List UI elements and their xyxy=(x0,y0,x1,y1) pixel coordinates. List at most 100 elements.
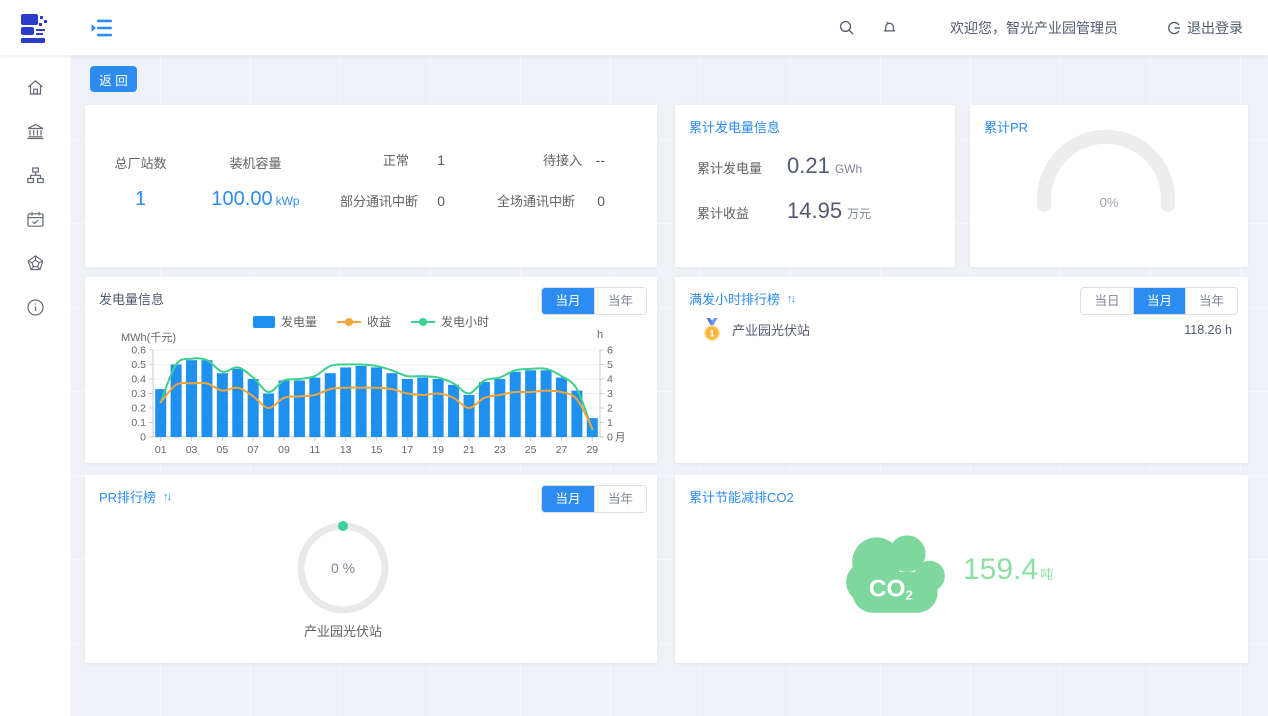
co2-title: 累计节能减排CO2 xyxy=(689,490,794,505)
svg-text:0.5: 0.5 xyxy=(131,359,146,371)
ranking-list-item[interactable]: 1 产业园光伏站 118.26 h xyxy=(701,317,1232,342)
cumulative-pr-title: 累计PR xyxy=(984,120,1029,135)
cumulative-pr-card: 累计PR 0% xyxy=(970,105,1248,267)
sort-icon[interactable]: ↑↓ xyxy=(163,490,172,503)
back-button[interactable]: 返 回 xyxy=(90,66,137,92)
co2-amount: 159.4 xyxy=(963,553,1039,586)
sort-icon[interactable]: ↑↓ xyxy=(787,292,796,305)
tab-current-month[interactable]: 当月 xyxy=(1133,288,1185,314)
normal-value: 1 xyxy=(437,152,445,168)
full-hours-title-text: 满发小时排行榜 xyxy=(689,292,781,307)
svg-text:07: 07 xyxy=(247,444,259,456)
legend-hours[interactable]: 发电小时 xyxy=(411,313,489,330)
radar-icon xyxy=(27,254,43,270)
pr-donut xyxy=(283,508,403,628)
svg-text:11: 11 xyxy=(309,444,320,456)
left-axis-name: MWh(千元) xyxy=(121,332,176,344)
partial-comm-label: 部分通讯中断 xyxy=(340,194,419,209)
svg-text:13: 13 xyxy=(340,444,352,456)
tab-current-year[interactable]: 当年 xyxy=(1185,288,1237,314)
svg-text:09: 09 xyxy=(278,444,290,456)
sidebar-item-analysis[interactable] xyxy=(0,241,70,285)
full-comm-stat: 全场通讯中断 0 xyxy=(497,191,605,210)
svg-text:0.2: 0.2 xyxy=(131,403,146,415)
sidebar-item-reports[interactable] xyxy=(0,197,70,241)
welcome-text: 欢迎您，智光产业园管理员 xyxy=(950,19,1118,36)
normal-label: 正常 xyxy=(383,153,410,168)
gen-label: 累计发电量 xyxy=(697,161,763,176)
sidebar-collapse-icon[interactable] xyxy=(90,18,114,38)
main-content: 返 回 总厂站数 1 装机容量 100.00 kWp 正常 1 部分通讯中断 0 … xyxy=(70,55,1268,716)
sidebar-item-devices[interactable] xyxy=(0,153,70,197)
rank-1-medal-icon: 1 xyxy=(704,318,720,341)
svg-text:0: 0 xyxy=(607,432,613,444)
svg-text:1: 1 xyxy=(607,417,613,429)
pending-label: 待接入 xyxy=(543,153,583,168)
generation-swatch xyxy=(252,315,275,328)
pr-station-name: 产业园光伏站 xyxy=(303,624,382,639)
full-comm-label: 全场通讯中断 xyxy=(497,194,576,209)
chart-legend: 发电量 收益 发电小时 xyxy=(85,313,657,330)
tab-current-year[interactable]: 当年 xyxy=(594,486,646,512)
svg-text:21: 21 xyxy=(463,444,475,456)
pending-value: -- xyxy=(595,152,605,168)
svg-text:0.4: 0.4 xyxy=(131,374,146,386)
sidebar-item-home[interactable] xyxy=(0,65,70,109)
total-stations-label: 总厂站数 xyxy=(114,156,167,171)
total-stations-stat: 总厂站数 1 xyxy=(103,153,178,211)
generation-chart-tabs: 当月 当年 xyxy=(541,287,647,315)
svg-text:29: 29 xyxy=(586,444,598,456)
generation-chart-card: 发电量信息 当月 当年 发电量 收益 发电小时 MWh(千元) h 0 0 0.1 1… xyxy=(85,277,657,463)
header-right: 欢迎您，智光产业园管理员 退出登录 xyxy=(838,18,1268,38)
search-icon[interactable] xyxy=(838,19,855,36)
legend-revenue-label: 收益 xyxy=(366,315,391,329)
svg-text:5: 5 xyxy=(607,359,613,371)
topology-icon xyxy=(26,166,44,183)
top-header: 欢迎您，智光产业园管理员 退出登录 xyxy=(0,0,1268,55)
legend-hours-label: 发电小时 xyxy=(441,315,490,329)
partial-comm-stat: 部分通讯中断 0 xyxy=(340,191,445,210)
cumulative-generation-title: 累计发电量信息 xyxy=(689,120,781,135)
svg-text:6: 6 xyxy=(607,345,613,357)
svg-text:0.1: 0.1 xyxy=(131,417,146,429)
svg-text:2: 2 xyxy=(607,403,613,415)
calendar-check-icon xyxy=(26,211,44,227)
right-axis-name: h xyxy=(597,329,604,341)
logout-button[interactable]: 退出登录 xyxy=(1166,18,1243,38)
revenue-swatch xyxy=(336,317,361,326)
logout-icon xyxy=(1168,21,1181,34)
app-logo-icon xyxy=(21,13,47,43)
tab-current-month[interactable]: 当月 xyxy=(542,288,594,314)
tab-current-year[interactable]: 当年 xyxy=(594,288,646,314)
station-hours-value: 118.26 h xyxy=(1184,322,1232,337)
pr-donut-value: 0 % xyxy=(330,560,356,576)
sidebar-item-plants[interactable] xyxy=(0,109,70,153)
sidebar-item-about[interactable] xyxy=(0,285,70,329)
svg-text:23: 23 xyxy=(494,444,506,456)
svg-text:15: 15 xyxy=(371,444,383,456)
generation-chart-title: 发电量信息 xyxy=(99,292,165,307)
income-value: 14.95 xyxy=(787,198,843,223)
tab-current-day[interactable]: 当日 xyxy=(1081,288,1133,314)
income-unit: 万元 xyxy=(847,207,872,221)
pr-ranking-title: PR排行榜 ↑↓ xyxy=(99,487,172,506)
svg-text:19: 19 xyxy=(432,444,444,456)
capacity-value: 100.00 xyxy=(211,188,273,210)
alarm-icon[interactable] xyxy=(881,19,898,36)
cumulative-generation-card: 累计发电量信息 累计发电量 0.21 GWh 累计收益 14.95 万元 xyxy=(675,105,955,267)
pr-ranking-title-text: PR排行榜 xyxy=(99,490,157,505)
legend-revenue[interactable]: 收益 xyxy=(336,313,391,330)
svg-text:0.3: 0.3 xyxy=(131,388,146,400)
svg-text:3: 3 xyxy=(607,388,613,400)
svg-text:0: 0 xyxy=(140,432,146,444)
svg-text:03: 03 xyxy=(186,444,198,456)
co2-unit: 吨 xyxy=(1040,567,1054,582)
capacity-stat: 装机容量 100.00 kWp xyxy=(193,153,318,211)
app-logo[interactable] xyxy=(0,10,70,46)
income-label: 累计收益 xyxy=(697,206,750,221)
legend-generation[interactable]: 发电量 xyxy=(252,313,317,330)
partial-comm-value: 0 xyxy=(437,193,445,209)
tab-current-month[interactable]: 当月 xyxy=(542,486,594,512)
co2-value: 159.4 吨 xyxy=(963,553,1053,587)
cumulative-generation-row: 累计发电量 0.21 GWh xyxy=(697,153,862,179)
